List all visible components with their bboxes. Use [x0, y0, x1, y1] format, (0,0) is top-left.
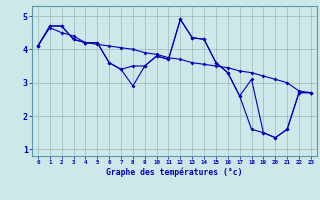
- X-axis label: Graphe des températures (°c): Graphe des températures (°c): [106, 168, 243, 177]
